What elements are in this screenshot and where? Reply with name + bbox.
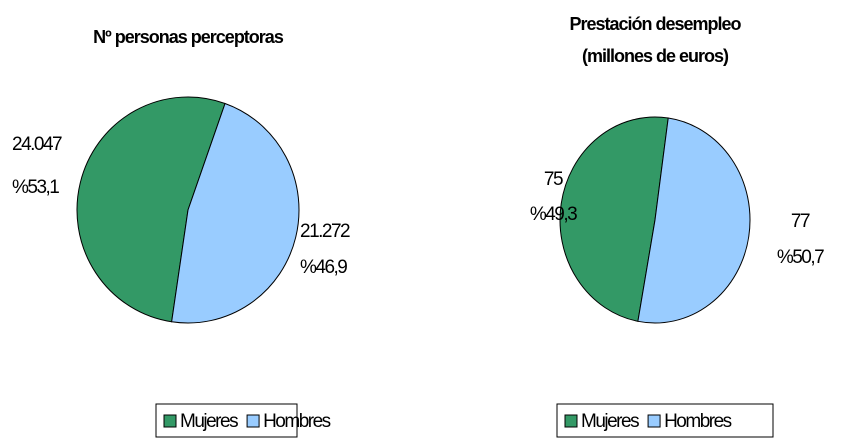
legend-swatch — [647, 414, 661, 428]
legend-label: Hombres — [664, 411, 732, 432]
pie-slice — [76, 96, 226, 323]
percentage-label: %50,7 — [777, 247, 824, 268]
pie-slice — [559, 116, 669, 322]
legend-box — [556, 403, 774, 438]
legend-label: Hombres — [263, 411, 331, 432]
pie-slice — [171, 102, 300, 324]
value-label: 75 — [544, 169, 563, 190]
chart-title: Nº personas perceptoras — [93, 27, 284, 47]
chart-title: (millones de euros) — [582, 46, 729, 66]
legend-label: Mujeres — [581, 411, 639, 432]
legend-swatch — [246, 414, 260, 428]
percentage-label: %49,3 — [530, 204, 577, 225]
value-label: 21.272 — [300, 221, 350, 242]
percentage-label: %46,9 — [300, 257, 347, 278]
legend-box — [155, 403, 298, 438]
chart-title: Prestación desempleo — [569, 14, 741, 34]
value-label: 24.047 — [12, 134, 62, 155]
legend-label: Mujeres — [180, 411, 238, 432]
value-label: 77 — [791, 211, 810, 232]
legend-swatch — [163, 414, 177, 428]
legend-swatch — [564, 414, 578, 428]
pie-slice — [637, 117, 751, 324]
percentage-label: %53,1 — [12, 177, 59, 198]
